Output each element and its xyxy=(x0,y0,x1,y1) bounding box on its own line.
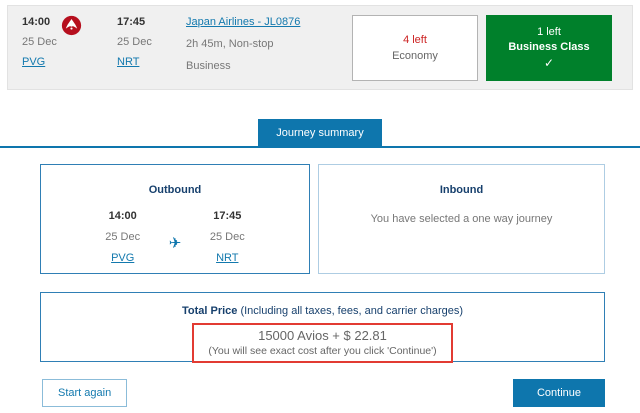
fare-option-economy[interactable]: 4 left Economy xyxy=(352,15,478,81)
outbound-departure: 14:00 25 Dec PVG xyxy=(91,210,155,264)
flight-details: Japan Airlines - JL0876 2h 45m, Non-stop… xyxy=(186,16,300,72)
jal-logo-icon xyxy=(61,15,82,36)
arrival-date: 25 Dec xyxy=(117,36,152,48)
outbound-departure-date: 25 Dec xyxy=(105,231,141,243)
tab-journey-summary[interactable]: Journey summary xyxy=(258,119,382,146)
economy-label: Economy xyxy=(392,50,438,62)
price-highlight-box: 15000 Avios + $ 22.81 (You will see exac… xyxy=(192,323,453,363)
price-amount: 15000 Avios + $ 22.81 xyxy=(258,328,387,343)
price-disclaimer: (You will see exact cost after you click… xyxy=(208,345,437,357)
outbound-arrival-date: 25 Dec xyxy=(209,231,245,243)
total-price-title: Total Price (Including all taxes, fees, … xyxy=(41,305,604,317)
flight-number-link[interactable]: Japan Airlines - JL0876 xyxy=(186,16,301,28)
arrival-summary: 17:45 25 Dec NRT xyxy=(117,16,152,68)
total-price-note: (Including all taxes, fees, and carrier … xyxy=(237,305,464,317)
continue-button[interactable]: Continue xyxy=(512,379,605,407)
arrival-airport-link[interactable]: NRT xyxy=(117,56,140,68)
plane-icon: ✈ xyxy=(168,235,182,252)
departure-date: 25 Dec xyxy=(22,36,57,48)
flight-result-row: 14:00 25 Dec PVG 17:45 25 Dec NRT Japan … xyxy=(7,5,633,90)
selected-check-icon: ✓ xyxy=(543,56,555,70)
flight-duration: 2h 45m, Non-stop xyxy=(186,38,274,50)
start-again-button[interactable]: Start again xyxy=(42,379,128,407)
outbound-arrival-time: 17:45 xyxy=(213,210,242,222)
inbound-box: Inbound You have selected a one way jour… xyxy=(318,164,605,274)
journey-summary-section: Outbound 14:00 25 Dec PVG ✈ 17:45 25 Dec… xyxy=(40,164,605,274)
departure-airport-link[interactable]: PVG xyxy=(22,56,46,68)
business-label: Business Class xyxy=(508,41,590,53)
economy-availability: 4 left xyxy=(403,34,427,46)
total-price-box: Total Price (Including all taxes, fees, … xyxy=(40,292,605,363)
footer-actions: Start again Continue xyxy=(42,379,605,407)
outbound-departure-time: 14:00 xyxy=(108,210,137,222)
outbound-departure-airport-link[interactable]: PVG xyxy=(111,252,135,264)
inbound-message: You have selected a one way journey xyxy=(370,213,553,225)
fare-option-business-selected[interactable]: 1 left Business Class ✓ xyxy=(486,15,612,81)
outbound-title: Outbound xyxy=(148,184,202,196)
inbound-title: Inbound xyxy=(439,184,484,196)
arrival-time: 17:45 xyxy=(117,16,146,28)
outbound-arrival: 17:45 25 Dec NRT xyxy=(195,210,259,264)
departure-time: 14:00 xyxy=(22,16,51,28)
outbound-box: Outbound 14:00 25 Dec PVG ✈ 17:45 25 Dec… xyxy=(40,164,310,274)
total-price-label: Total Price xyxy=(181,305,238,317)
outbound-arrival-airport-link[interactable]: NRT xyxy=(216,252,239,264)
business-availability: 1 left xyxy=(537,26,561,38)
departure-summary: 14:00 25 Dec PVG xyxy=(22,16,57,68)
flight-cabin: Business xyxy=(186,60,231,72)
tab-bar: Journey summary xyxy=(0,119,640,148)
